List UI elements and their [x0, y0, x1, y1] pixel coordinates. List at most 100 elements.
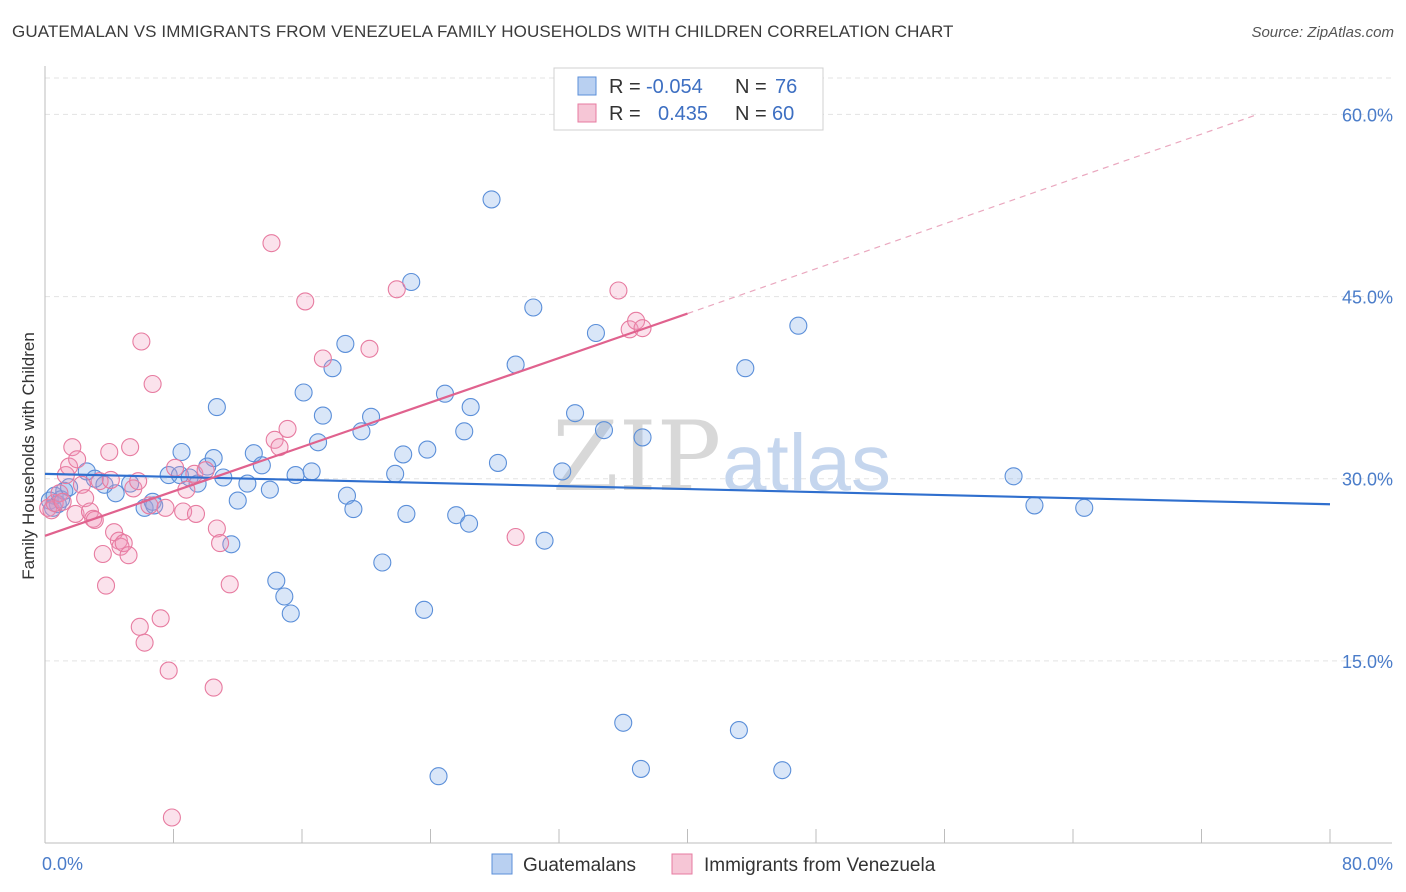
- legend-r-label-pink: R =: [609, 103, 641, 125]
- point-blue-37: [313, 406, 332, 425]
- point-blue-71: [773, 761, 792, 780]
- legend-n-label-pink: N =: [735, 103, 767, 125]
- point-blue-74: [1025, 496, 1044, 515]
- point-blue-47: [397, 504, 416, 523]
- point-blue-54: [455, 422, 474, 441]
- point-blue-58: [488, 453, 508, 472]
- point-pink-18: [100, 442, 119, 462]
- point-blue-53: [447, 506, 466, 525]
- point-blue-56: [461, 398, 480, 417]
- y-tick-label-1: 30.0%: [1342, 470, 1393, 490]
- point-pink-8: [66, 504, 85, 523]
- point-pink-9: [68, 450, 87, 469]
- point-pink-34: [156, 498, 175, 517]
- legend-swatch-pink: [577, 103, 597, 123]
- point-pink-45: [211, 534, 230, 553]
- point-blue-30: [267, 571, 286, 590]
- trend-line-blue: [44, 472, 1331, 506]
- point-blue-35: [302, 462, 321, 481]
- legend-box: R = -0.054 N = 76 R = 0.435 N = 60: [553, 67, 824, 131]
- point-blue-60: [524, 298, 543, 317]
- legend-r-value-blue: -0.054: [646, 76, 703, 98]
- point-blue-66: [614, 713, 633, 732]
- point-blue-65: [594, 421, 614, 440]
- point-pink-32: [143, 374, 162, 394]
- point-pink-30: [135, 633, 154, 652]
- bottom-legend-label-pink: Immigrants from Venezuela: [704, 855, 936, 876]
- point-blue-44: [373, 553, 392, 572]
- point-blue-45: [386, 464, 405, 483]
- y-tick-label-2: 45.0%: [1342, 288, 1393, 308]
- point-blue-55: [459, 514, 479, 533]
- legend-swatch-blue: [577, 76, 597, 96]
- point-pink-29: [132, 332, 151, 351]
- point-blue-39: [336, 334, 355, 353]
- legend-n-label-blue: N =: [735, 76, 767, 98]
- point-blue-41: [344, 500, 363, 519]
- point-blue-34: [294, 383, 313, 402]
- point-pink-56: [609, 281, 628, 300]
- point-pink-44: [207, 519, 226, 538]
- point-blue-51: [429, 767, 448, 786]
- grid-lines: [45, 77, 1392, 662]
- point-blue-72: [789, 316, 808, 335]
- point-pink-16: [93, 544, 112, 564]
- point-pink-47: [262, 234, 281, 253]
- point-blue-22: [207, 398, 226, 417]
- point-pink-7: [63, 438, 82, 457]
- point-pink-10: [72, 475, 91, 494]
- point-blue-25: [228, 491, 247, 510]
- point-blue-46: [394, 445, 413, 464]
- point-pink-50: [278, 419, 297, 438]
- point-pink-19: [101, 470, 120, 489]
- point-pink-46: [220, 575, 239, 594]
- y-tick-label-0: 15.0%: [1342, 652, 1393, 672]
- point-blue-49: [415, 600, 434, 619]
- point-blue-75: [1075, 498, 1094, 517]
- trend-lines: [44, 113, 1331, 537]
- point-pink-53: [360, 339, 379, 358]
- axes: [44, 66, 1392, 844]
- legend-r-value-pink: 0.435: [658, 103, 708, 125]
- point-blue-67: [631, 759, 650, 778]
- y-tick-label-3: 60.0%: [1342, 105, 1393, 125]
- bottom-legend: Guatemalans Immigrants from Venezuela: [491, 853, 936, 876]
- point-pink-14: [85, 510, 104, 530]
- legend-n-value-blue: 76: [775, 76, 797, 98]
- point-blue-32: [281, 604, 300, 623]
- point-blue-57: [482, 190, 501, 209]
- point-blue-62: [553, 462, 572, 481]
- point-pink-55: [506, 527, 525, 547]
- point-blue-29: [260, 480, 279, 499]
- trend-extension-pink: [687, 113, 1258, 315]
- point-pink-58: [627, 311, 646, 330]
- chart-title: GUATEMALAN VS IMMIGRANTS FROM VENEZUELA …: [12, 22, 954, 41]
- point-pink-33: [151, 609, 170, 628]
- point-blue-18: [172, 442, 191, 462]
- legend-frame: [553, 67, 824, 131]
- watermark: ZIP atlas: [552, 401, 891, 513]
- y-axis-label: Family Households with Children: [19, 332, 38, 580]
- point-pink-25: [121, 438, 140, 457]
- data-points: [39, 190, 1094, 827]
- bottom-legend-swatch-blue: [491, 853, 513, 875]
- point-blue-61: [535, 531, 554, 550]
- bottom-legend-label-blue: Guatemalans: [523, 855, 636, 876]
- x-tick-label-1: 80.0%: [1342, 854, 1393, 874]
- point-pink-28: [130, 617, 149, 636]
- point-blue-10: [106, 484, 125, 503]
- point-pink-36: [162, 808, 181, 827]
- point-blue-73: [1004, 467, 1023, 486]
- point-blue-68: [633, 428, 652, 447]
- point-pink-43: [204, 678, 223, 697]
- point-pink-54: [387, 280, 406, 299]
- point-pink-42: [196, 461, 215, 480]
- legend-n-value-pink: 60: [772, 103, 794, 125]
- point-pink-37: [166, 458, 185, 477]
- x-tick-label-0: 0.0%: [42, 854, 83, 874]
- legend-r-label-blue: R =: [609, 76, 641, 98]
- point-blue-50: [418, 440, 437, 459]
- point-pink-35: [159, 661, 178, 680]
- point-blue-38: [323, 359, 342, 378]
